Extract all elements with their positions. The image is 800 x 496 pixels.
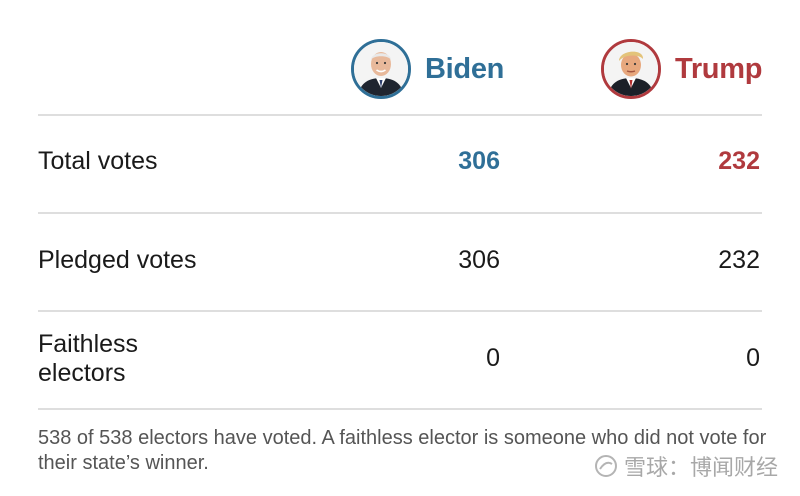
row-label-line2: electors [38,359,126,387]
snowball-logo-icon [594,455,617,477]
row-label: Total votes [38,147,158,175]
trump-total-votes: 232 [718,147,760,175]
candidate-trump: Trump [601,36,762,102]
divider [38,114,762,116]
watermark-text: 雪球：博闻财经 [623,455,778,480]
biden-name: Biden [425,52,505,85]
footnote: 538 of 538 electors have voted. A faithl… [38,427,767,474]
candidate-biden: Biden [351,36,504,102]
candidate-header: Biden Trump [0,36,800,106]
row-label: Pledged votes [38,246,197,274]
row-label-line1: Faithless [38,330,139,358]
trump-portrait-icon [604,42,658,96]
divider [38,310,762,312]
biden-portrait-icon [354,42,408,96]
trump-pledged-votes: 232 [718,246,760,274]
trump-faithless-electors: 0 [746,344,760,372]
divider [38,212,762,214]
biden-pledged-votes: 306 [458,246,500,274]
biden-faithless-electors: 0 [486,344,500,372]
watermark: 雪球：博闻财经 [594,450,778,482]
divider [38,408,762,410]
biden-total-votes: 306 [458,147,500,175]
trump-avatar [601,39,661,99]
biden-avatar [351,39,411,99]
trump-name: Trump [675,52,763,85]
